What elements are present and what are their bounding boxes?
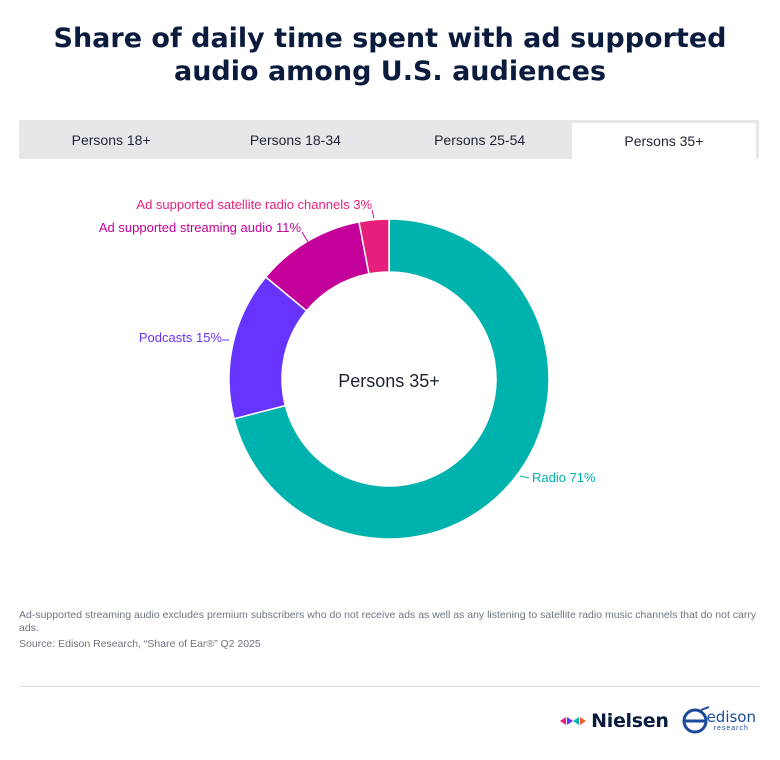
leader-radio bbox=[519, 475, 530, 479]
audience-tabs: Persons 18+ Persons 18-34 Persons 25-54 … bbox=[19, 120, 759, 159]
center-label: Persons 35+ bbox=[338, 371, 440, 391]
label-ad-supported-satellite-radio-channels: Ad supported satellite radio channels 3% bbox=[136, 197, 372, 212]
edison-wordmark: edison bbox=[706, 708, 756, 726]
label-ad-supported-streaming-audio: Ad supported streaming audio 11% bbox=[99, 220, 302, 235]
edison-logo: edison research bbox=[681, 706, 756, 736]
tab-persons-18-plus[interactable]: Persons 18+ bbox=[71, 131, 151, 148]
slice-ad-supported-satellite-radio-channels[interactable] bbox=[358, 218, 390, 275]
slice-radio[interactable] bbox=[233, 218, 550, 540]
tab-persons-25-54[interactable]: Persons 25-54 bbox=[434, 131, 526, 148]
chart-title: Share of daily time spent with ad suppor… bbox=[53, 23, 727, 87]
tab-persons-18-34[interactable]: Persons 18-34 bbox=[249, 131, 341, 148]
footnote: Ad-supported streaming audio excludes pr… bbox=[19, 609, 757, 634]
tab-persons-35-plus[interactable]: Persons 35+ bbox=[571, 123, 756, 159]
divider bbox=[19, 686, 759, 687]
nielsen-wordmark: Nielsen bbox=[591, 710, 669, 732]
leader-ad-supported-streaming-audio bbox=[301, 231, 309, 243]
footnotes: Ad-supported streaming audio excludes pr… bbox=[19, 609, 759, 651]
edison-mark-icon bbox=[682, 706, 709, 734]
edison-subtitle: research bbox=[713, 725, 749, 732]
label-podcasts: Podcasts 15% bbox=[139, 330, 223, 345]
source-note: Source: Edison Research, “Share of Ear®”… bbox=[19, 638, 261, 650]
logos: Nielsen edison research bbox=[560, 706, 756, 736]
nielsen-mark-icon bbox=[560, 717, 587, 725]
nielsen-logo: Nielsen bbox=[560, 710, 669, 732]
donut-chart: Radio 71% Podcasts 15% Ad supported stream… bbox=[99, 197, 596, 540]
leader-ad-supported-satellite-radio-channels bbox=[371, 209, 375, 219]
label-radio: Radio 71% bbox=[532, 470, 596, 485]
